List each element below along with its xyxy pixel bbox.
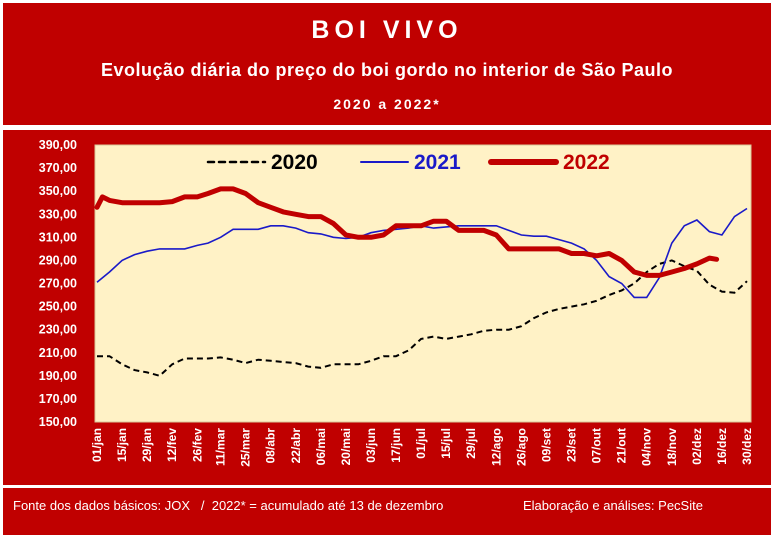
x-tick-label: 25/mar: [239, 428, 253, 467]
y-tick-label: 170,00: [39, 392, 77, 406]
x-tick-label: 29/jan: [140, 428, 154, 462]
y-tick-label: 210,00: [39, 346, 77, 360]
legend-label-2021: 2021: [414, 151, 461, 174]
series-line-2022: [94, 186, 720, 278]
y-tick-label: 370,00: [39, 161, 77, 175]
x-tick-label: 03/jun: [364, 428, 378, 463]
x-tick-label: 26/fev: [190, 428, 204, 462]
x-tick-label: 04/nov: [640, 428, 654, 466]
x-tick-label: 11/mar: [214, 428, 228, 466]
y-tick-label: 330,00: [39, 207, 77, 221]
y-tick-label: 350,00: [39, 184, 77, 198]
source-note: Fonte dos dados básicos: JOX / 2022* = a…: [13, 498, 444, 513]
line-chart: 390,00 370,00 350,00 330,00 310,00 290,00 270,…: [39, 138, 754, 467]
y-tick-label: 230,00: [39, 323, 77, 337]
x-tick-label: 20/mai: [339, 428, 353, 465]
chart-period: 2020 a 2022*: [333, 96, 441, 112]
x-tick-label: 07/out: [590, 428, 604, 463]
y-tick-label: 390,00: [39, 138, 77, 152]
x-tick-label: 06/mai: [314, 428, 328, 465]
plot-area: [94, 144, 752, 423]
x-tick-label: 16/dez: [715, 428, 729, 465]
x-tick-label: 15/jan: [115, 428, 129, 462]
x-tick-label: 23/set: [565, 428, 579, 462]
y-tick-label: 270,00: [39, 277, 77, 291]
x-tick-label: 08/abr: [264, 428, 278, 464]
y-tick-label: 250,00: [39, 300, 77, 314]
chart-title: BOI VIVO: [311, 16, 463, 44]
x-tick-label: 12/fev: [165, 428, 179, 462]
x-tick-label: 30/dez: [740, 428, 754, 465]
legend-label-2020: 2020: [271, 151, 318, 174]
x-tick-label: 09/set: [539, 428, 553, 462]
y-tick-label: 290,00: [39, 253, 77, 267]
footer-panel: Fonte dos dados básicos: JOX / 2022* = a…: [3, 488, 771, 535]
credit-note: Elaboração e análises: PecSite: [523, 498, 703, 513]
x-tick-label: 15/jul: [439, 428, 453, 459]
header-panel: BOI VIVO Evolução diária do preço do boi…: [3, 3, 771, 125]
x-tick-label: 01/jan: [90, 428, 104, 462]
x-tick-label: 01/jul: [414, 428, 428, 459]
x-tick-label: 21/out: [615, 428, 629, 463]
legend-label-2022: 2022: [563, 151, 610, 174]
x-tick-label: 26/ago: [514, 428, 528, 466]
x-tick-label: 29/jul: [464, 428, 478, 459]
y-tick-label: 150,00: [39, 415, 77, 429]
y-tick-label: 190,00: [39, 369, 77, 383]
series-line-2020: [97, 259, 748, 377]
x-tick-label: 02/dez: [690, 428, 704, 465]
x-tick-label: 17/jun: [389, 428, 403, 463]
y-tick-label: 310,00: [39, 230, 77, 244]
x-tick-label: 12/ago: [489, 428, 503, 466]
chart-panel: 390,00 370,00 350,00 330,00 310,00 290,00 270,…: [3, 130, 771, 485]
x-tick-label: 18/nov: [665, 428, 679, 466]
x-tick-label: 22/abr: [289, 428, 303, 464]
chart-subtitle: Evolução diária do preço do boi gordo no…: [100, 60, 674, 80]
